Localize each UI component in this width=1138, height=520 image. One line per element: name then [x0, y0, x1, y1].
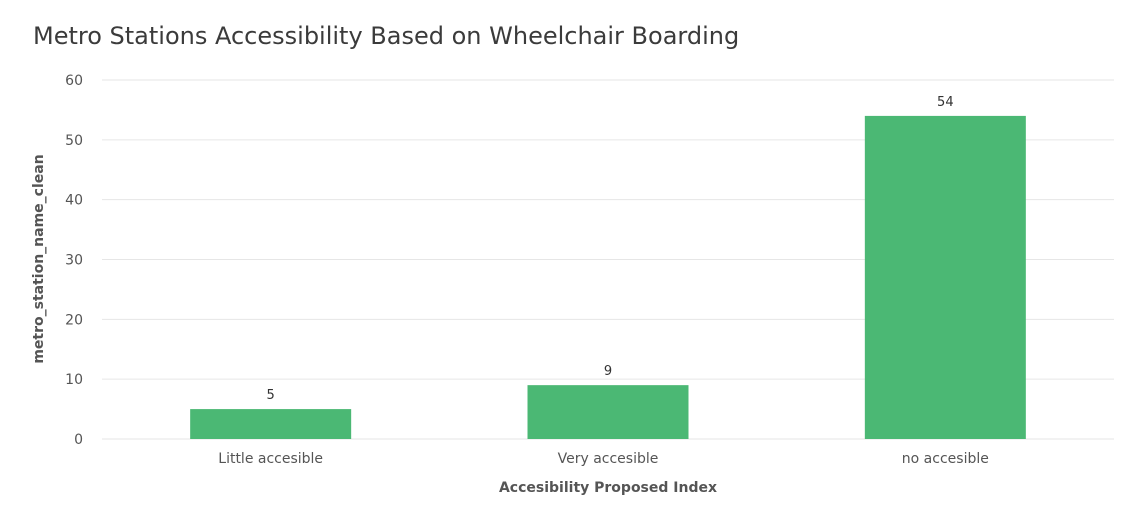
y-tick-label: 20	[65, 312, 83, 328]
chart-title: Metro Stations Accessibility Based on Wh…	[33, 22, 740, 50]
bars	[190, 115, 1026, 440]
x-tick-labels: Little accesible Very accesible no accesib…	[218, 451, 989, 467]
x-axis-label: Accesibility Proposed Index	[499, 480, 717, 496]
y-tick-labels: 0 10 20 30 40 50 60	[65, 73, 83, 448]
data-label: 5	[267, 388, 275, 403]
y-tick-label: 0	[74, 432, 83, 448]
data-label: 9	[604, 364, 612, 379]
y-tick-label: 30	[65, 253, 83, 269]
y-tick-label: 40	[65, 193, 83, 209]
x-tick-label: Little accesible	[218, 451, 323, 467]
y-tick-label: 60	[65, 73, 83, 89]
x-tick-label: no accesible	[902, 451, 989, 467]
bar[interactable]	[190, 409, 352, 439]
data-label: 54	[937, 95, 954, 110]
x-tick-label: Very accesible	[558, 451, 659, 467]
y-axis-label: metro_station_name_clean	[31, 154, 47, 363]
y-tick-label: 50	[65, 133, 83, 149]
bar[interactable]	[527, 385, 689, 439]
bar[interactable]	[864, 115, 1026, 440]
y-tick-label: 10	[65, 372, 83, 388]
data-labels: 5 9 54	[267, 95, 954, 403]
